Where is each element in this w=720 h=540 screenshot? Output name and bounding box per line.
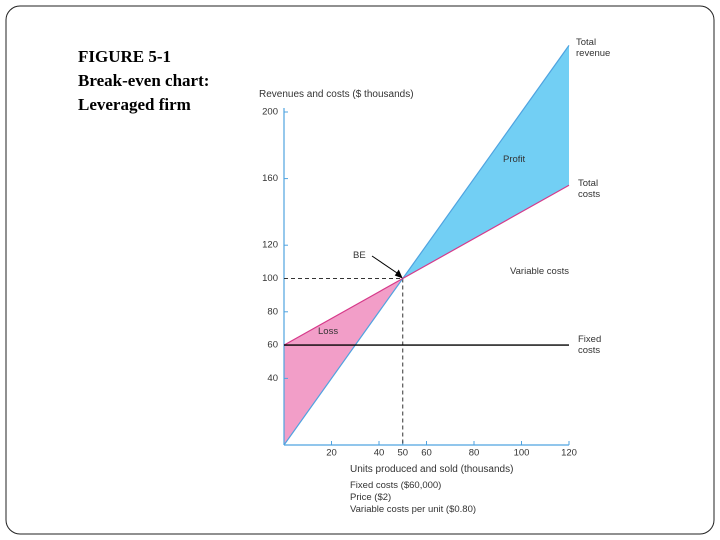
be-arrowhead <box>394 269 403 279</box>
y-axis-label: Revenues and costs ($ thousands) <box>259 89 414 100</box>
x-tick-label: 50 <box>397 448 408 459</box>
note: Fixed costs ($60,000) <box>350 480 442 491</box>
y-tick-label: 200 <box>262 107 278 118</box>
x-tick-label: 120 <box>561 448 577 459</box>
x-tick-label: 100 <box>514 448 530 459</box>
series-label: Fixed costs <box>578 334 602 356</box>
x-tick-label: 80 <box>469 448 480 459</box>
figure-title: Leveraged firm <box>78 95 191 114</box>
x-tick-label: 60 <box>421 448 432 459</box>
note: Variable costs per unit ($0.80) <box>350 504 477 515</box>
y-tick-label: 160 <box>262 173 278 184</box>
y-tick-label: 120 <box>262 240 278 251</box>
be-arrow <box>371 255 402 276</box>
y-tick-label: 100 <box>262 273 278 284</box>
y-tick-label: 80 <box>267 306 278 317</box>
x-tick-label: 40 <box>374 448 385 459</box>
y-tick-label: 40 <box>267 373 278 384</box>
series-label: Total revenue <box>576 37 611 59</box>
series-label: Total costs <box>578 178 601 200</box>
series-line <box>283 45 570 446</box>
figure-title: Break-even chart: <box>78 71 210 90</box>
slide-border <box>5 5 715 535</box>
annotation: Variable costs <box>510 266 569 277</box>
area-label: Loss <box>318 326 339 337</box>
area-label: Profit <box>503 154 526 165</box>
y-tick-label: 60 <box>267 340 278 351</box>
annotation: BE <box>353 250 366 261</box>
figure-title: FIGURE 5-1 <box>78 47 172 66</box>
x-tick-label: 20 <box>326 448 337 459</box>
note: Price ($2) <box>350 492 392 503</box>
x-axis-label: Units produced and sold (thousands) <box>350 464 514 475</box>
